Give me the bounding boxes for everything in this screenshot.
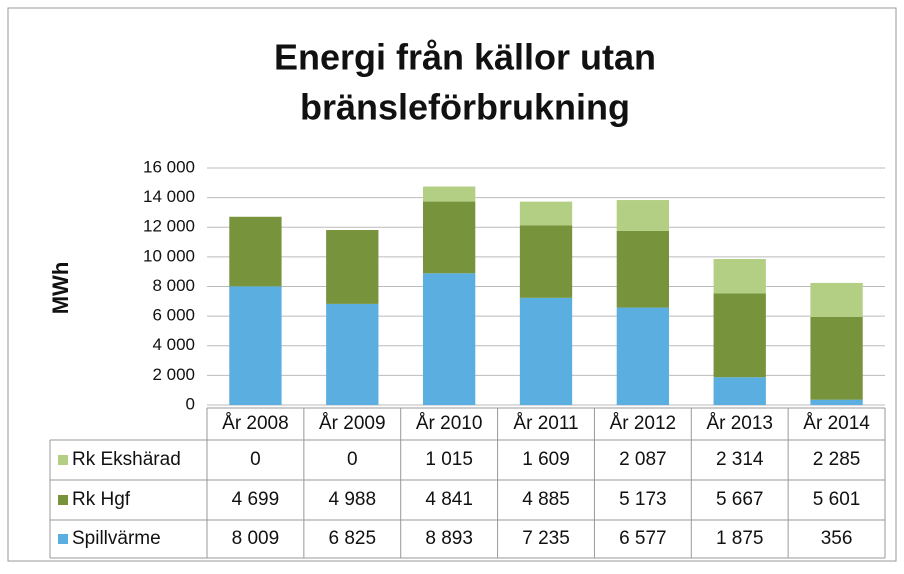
data-label: 1 875 — [716, 528, 764, 549]
x-tick-label: År 2010 — [416, 413, 483, 434]
bar — [519, 297, 573, 405]
bar — [810, 399, 863, 405]
data-label: 6 825 — [329, 528, 377, 549]
bar — [713, 259, 766, 294]
data-label: 8 009 — [232, 528, 280, 549]
bar — [810, 282, 863, 317]
legend-label: Rk Hgf — [72, 489, 131, 510]
bar — [810, 316, 863, 400]
y-tick-label: 12 000 — [143, 217, 195, 236]
legend-label: Spillvärme — [72, 528, 161, 549]
bar — [616, 200, 670, 231]
chart-title-line-2: bränsleförbrukning — [300, 87, 630, 128]
y-tick-label: 4 000 — [152, 335, 195, 354]
data-label: 8 893 — [425, 528, 473, 549]
legend-swatch — [58, 455, 68, 465]
data-label: 2 285 — [813, 449, 861, 470]
x-tick-label: År 2014 — [803, 413, 870, 434]
chart-title: Energi från källor utan — [274, 37, 656, 78]
x-tick-label: År 2009 — [319, 413, 386, 434]
bar — [422, 201, 476, 274]
bar — [229, 216, 282, 287]
y-tick-label: 6 000 — [152, 306, 195, 325]
data-label: 2 087 — [619, 449, 667, 470]
data-label: 4 988 — [329, 489, 377, 510]
data-label: 5 667 — [716, 489, 764, 510]
bar — [616, 307, 670, 405]
bar — [422, 273, 476, 405]
data-label: 4 699 — [232, 489, 280, 510]
data-label: 2 314 — [716, 449, 764, 470]
data-label: 5 601 — [813, 489, 861, 510]
legend-swatch — [58, 534, 68, 544]
x-tick-label: År 2008 — [222, 413, 289, 434]
data-label: 4 885 — [522, 489, 570, 510]
data-label: 6 577 — [619, 528, 667, 549]
y-tick-label: 8 000 — [152, 276, 195, 295]
data-label: 5 173 — [619, 489, 667, 510]
bar — [229, 286, 282, 405]
bar — [519, 201, 573, 226]
bar — [519, 225, 573, 298]
x-tick-label: År 2012 — [610, 413, 677, 434]
data-label: 356 — [821, 528, 853, 549]
data-label: 0 — [347, 449, 358, 470]
bar — [616, 230, 670, 308]
y-axis-label: MWh — [48, 262, 73, 315]
bar — [326, 303, 379, 405]
legend-swatch — [58, 495, 68, 505]
data-label: 7 235 — [522, 528, 570, 549]
data-label: 0 — [250, 449, 261, 470]
bar — [713, 293, 766, 378]
data-label: 1 015 — [425, 449, 473, 470]
bar — [422, 186, 476, 202]
x-tick-label: År 2011 — [513, 413, 578, 434]
data-label: 1 609 — [522, 449, 570, 470]
y-tick-label: 2 000 — [152, 365, 195, 384]
x-tick-label: År 2013 — [706, 413, 773, 434]
legend-label: Rk Ekshärad — [72, 449, 181, 470]
y-tick-label: 10 000 — [143, 246, 195, 265]
data-label: 4 841 — [425, 489, 473, 510]
y-tick-label: 16 000 — [143, 157, 195, 176]
bar — [326, 230, 379, 304]
bar — [713, 377, 766, 405]
y-tick-label: 14 000 — [143, 187, 195, 206]
y-tick-label: 0 — [186, 394, 195, 413]
